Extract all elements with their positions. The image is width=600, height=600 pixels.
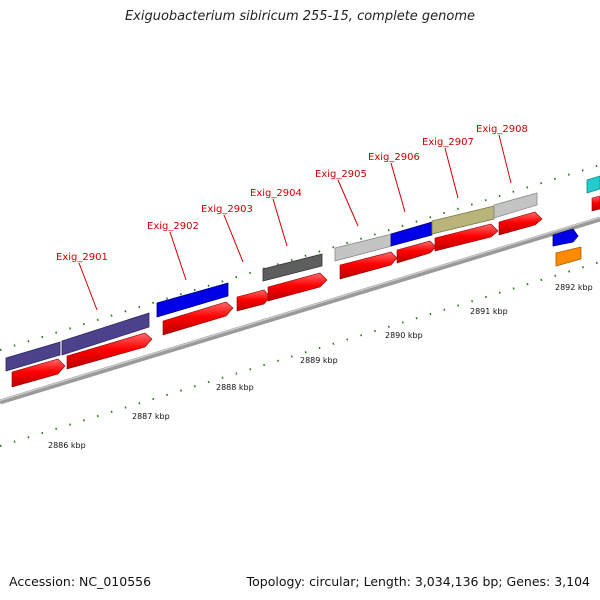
accession-label: Accession: NC_010556 [9,574,152,589]
gene-label[interactable]: Exig_2904 [250,188,302,199]
feature-block[interactable] [262,253,323,282]
cds-arrow[interactable] [267,272,328,302]
kbp-label: 2892 kbp [555,283,593,292]
feature-block[interactable] [586,175,600,194]
feature-block[interactable] [431,205,495,235]
cds-arrow[interactable] [66,332,153,370]
cds-track [11,195,600,388]
feature-block[interactable] [61,312,150,356]
map-title: Exiguobacterium sibiricum 255-15, comple… [124,9,476,24]
feature-block[interactable] [552,228,579,247]
kbp-labels: 2886 kbp 2887 kbp 2888 kbp 2889 kbp 2890… [48,283,593,450]
gene-leader-lines [78,134,512,311]
gene-label[interactable]: Exig_2901 [56,252,108,263]
kbp-label: 2888 kbp [216,383,254,392]
kbp-label: 2890 kbp [385,331,423,340]
gene-labels: Exig_2901 Exig_2902 Exig_2903 Exig_2904 … [56,124,528,263]
cds-arrow[interactable] [434,223,499,252]
gene-label[interactable]: Exig_2905 [315,169,367,180]
gene-label[interactable]: Exig_2908 [476,124,528,135]
cds-arrow[interactable] [591,195,600,212]
lower-scale-ticks [0,261,600,447]
cds-arrow[interactable] [498,211,543,236]
cds-arrow[interactable] [396,240,437,264]
cds-arrow[interactable] [162,301,234,336]
gene-label[interactable]: Exig_2906 [368,152,420,163]
feature-block[interactable] [493,192,538,219]
genome-backbone [0,216,600,405]
feature-block[interactable] [156,282,229,318]
cds-arrow[interactable] [339,251,398,280]
feature-block[interactable] [5,341,61,372]
feature-track [5,175,600,372]
gene-label[interactable]: Exig_2907 [422,137,474,148]
feature-block[interactable] [390,221,433,247]
genome-summary: Topology: circular; Length: 3,034,136 bp… [246,574,590,589]
gene-label[interactable]: Exig_2902 [147,221,199,232]
upper-scale-ticks [0,164,600,351]
gene-label[interactable]: Exig_2903 [201,204,253,215]
feature-block[interactable] [555,246,582,267]
kbp-label: 2887 kbp [132,412,170,421]
cds-arrow[interactable] [236,289,271,312]
kbp-label: 2886 kbp [48,441,86,450]
kbp-label: 2889 kbp [300,356,338,365]
cds-arrow[interactable] [11,358,66,388]
kbp-label: 2891 kbp [470,307,508,316]
